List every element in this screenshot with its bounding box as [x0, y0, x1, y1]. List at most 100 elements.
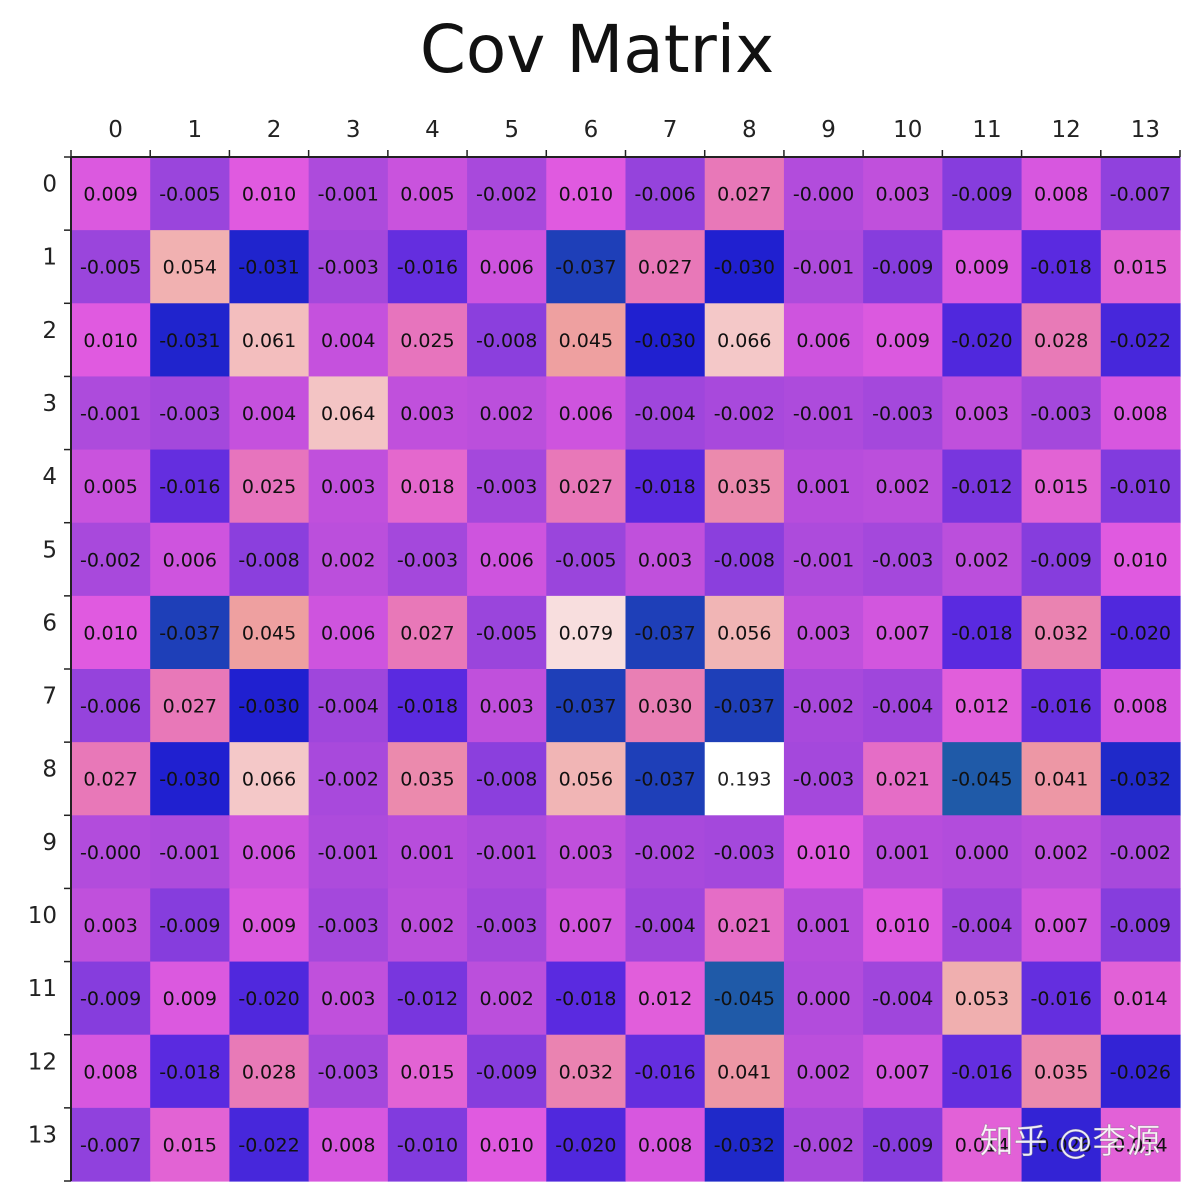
heatmap-cell	[387, 595, 468, 670]
heatmap-cell	[546, 888, 627, 963]
cell-value-label: 0.006	[559, 403, 613, 425]
cell-value-label: 0.027	[559, 476, 613, 498]
heatmap-cell	[546, 157, 627, 231]
cell-value-label: 0.001	[876, 842, 930, 864]
cell-value-label: -0.008	[476, 330, 537, 352]
cell-value-label: -0.045	[714, 988, 775, 1010]
cell-value-label: 0.001	[796, 476, 850, 498]
heatmap-cell	[150, 303, 231, 378]
heatmap-cell	[1021, 961, 1102, 1036]
cell-value-label: 0.003	[321, 988, 375, 1010]
heatmap-cell	[150, 815, 231, 890]
heatmap-cell	[1021, 303, 1102, 378]
heatmap-cell	[387, 303, 468, 378]
heatmap-cell	[150, 522, 231, 597]
cell-value-label: 0.003	[955, 403, 1009, 425]
cell-value-label: 0.001	[400, 842, 454, 864]
heatmap-cell	[863, 1107, 943, 1182]
cell-value-label: -0.001	[793, 257, 854, 279]
cell-value-label: -0.000	[80, 842, 141, 864]
heatmap-cell	[704, 669, 785, 743]
cell-value-label: -0.009	[872, 1134, 933, 1156]
cell-value-label: 0.028	[1034, 330, 1088, 352]
heatmap-cell	[546, 522, 627, 597]
heatmap-cell	[308, 230, 389, 304]
cell-value-label: 0.006	[796, 330, 850, 352]
cell-value-label: 0.003	[559, 842, 613, 864]
heatmap-cell	[942, 595, 1023, 670]
cell-value-label: 0.015	[400, 1061, 454, 1083]
cell-value-label: -0.003	[397, 549, 458, 571]
heatmap-cell	[704, 815, 785, 890]
cell-value-label: 0.027	[83, 769, 137, 791]
cell-value-label: 0.005	[83, 476, 137, 498]
heatmap-cell	[546, 376, 627, 451]
cell-value-label: -0.020	[555, 1134, 616, 1156]
heatmap-cell	[467, 303, 547, 378]
cell-value-label: 0.003	[638, 549, 692, 571]
cell-value-label: -0.037	[555, 257, 616, 279]
heatmap-cell	[625, 522, 706, 597]
heatmap-cell	[71, 888, 151, 963]
cell-value-label: -0.002	[318, 769, 379, 791]
heatmap-cell	[783, 157, 864, 231]
heatmap-cell	[1100, 888, 1181, 963]
heatmap-cell	[942, 1107, 1023, 1182]
cell-value-label: 0.009	[83, 184, 137, 206]
heatmap-cell	[308, 669, 389, 743]
heatmap-cell	[625, 961, 706, 1036]
heatmap-cell	[467, 157, 547, 231]
heatmap-cell	[308, 303, 389, 378]
y-tick-label: 5	[42, 537, 57, 563]
cell-value-label: 0.193	[717, 769, 771, 791]
heatmap-cell	[71, 815, 151, 890]
y-tick-label: 6	[42, 610, 57, 636]
x-tick-label: 3	[346, 117, 361, 143]
cell-value-label: -0.009	[951, 184, 1012, 206]
heatmap-cell	[783, 230, 864, 304]
heatmap-cell	[863, 742, 943, 816]
heatmap-cell	[71, 595, 151, 670]
cell-value-label: 0.014	[1113, 1134, 1167, 1156]
cell-value-label: -0.003	[872, 403, 933, 425]
cell-value-label: 0.015	[1034, 476, 1088, 498]
heatmap-cell	[783, 1107, 864, 1182]
cell-value-label: 0.010	[83, 622, 137, 644]
cell-value-label: 0.021	[876, 769, 930, 791]
cell-value-label: 0.021	[717, 915, 771, 937]
heatmap-cell	[71, 449, 151, 524]
cell-value-label: -0.003	[318, 915, 379, 937]
heatmap-cell	[467, 449, 547, 524]
cell-value-label: -0.001	[318, 184, 379, 206]
cell-value-label: -0.030	[714, 257, 775, 279]
y-tick-label: 4	[42, 464, 57, 490]
heatmap-cell	[467, 522, 547, 597]
heatmap-cell	[1100, 815, 1181, 890]
heatmap-cell	[150, 376, 231, 451]
heatmap-cell	[1021, 230, 1102, 304]
heatmap-cell	[863, 449, 943, 524]
cell-value-label: -0.003	[872, 549, 933, 571]
heatmap-cell	[625, 669, 706, 743]
heatmap-cell	[783, 961, 864, 1036]
x-tick-label: 1	[187, 117, 202, 143]
x-tick-label: 11	[972, 117, 1001, 143]
cell-value-label: 0.003	[479, 696, 533, 718]
heatmap-cell	[863, 888, 943, 963]
cell-value-label: -0.005	[555, 549, 616, 571]
cell-value-label: 0.003	[796, 622, 850, 644]
heatmap-cell	[942, 449, 1023, 524]
cell-value-label: 0.032	[1034, 622, 1088, 644]
cell-value-label: 0.015	[1113, 257, 1167, 279]
cell-value-label: 0.010	[876, 915, 930, 937]
heatmap-cell	[625, 888, 706, 963]
heatmap-cell	[229, 815, 310, 890]
y-tick-label: 9	[42, 830, 57, 856]
heatmap-cell	[150, 961, 231, 1036]
cell-value-label: -0.009	[1031, 549, 1092, 571]
heatmap-cell	[150, 230, 231, 304]
heatmap-cell	[1021, 1034, 1102, 1109]
cell-value-label: -0.002	[634, 842, 695, 864]
cell-value-label: -0.001	[793, 549, 854, 571]
